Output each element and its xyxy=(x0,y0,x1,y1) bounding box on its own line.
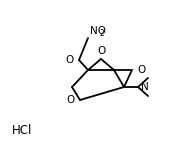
Text: HCl: HCl xyxy=(12,123,32,136)
Text: 2: 2 xyxy=(99,29,104,38)
Text: N: N xyxy=(141,82,149,92)
Text: O: O xyxy=(97,46,105,56)
Text: O: O xyxy=(66,55,74,65)
Text: O: O xyxy=(137,65,145,75)
Text: O: O xyxy=(67,95,75,105)
Text: NO: NO xyxy=(90,26,106,36)
